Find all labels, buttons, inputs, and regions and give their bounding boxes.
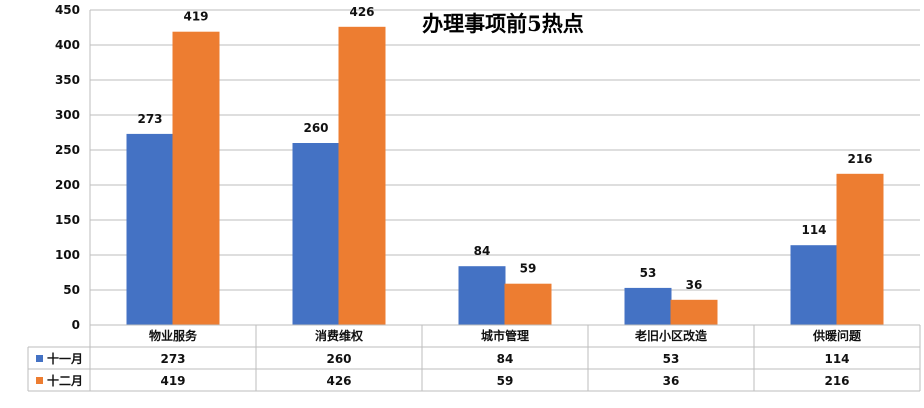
legend-label: 十一月	[47, 351, 83, 366]
data-label: 216	[847, 152, 872, 166]
x-tick-label: 老旧小区改造	[635, 328, 708, 343]
data-label: 53	[640, 266, 657, 280]
table-cell: 59	[497, 374, 514, 388]
y-tick-label: 50	[63, 283, 80, 297]
table-cell: 419	[160, 374, 185, 388]
data-label: 114	[801, 223, 826, 237]
bar-1-4	[624, 287, 672, 325]
data-label: 59	[520, 262, 537, 276]
chart-title: 办理事项前5热点	[422, 11, 584, 36]
table-cell: 426	[326, 374, 351, 388]
table-cell: 260	[326, 352, 351, 366]
bar-1-1	[126, 133, 174, 325]
data-label: 260	[303, 121, 328, 135]
y-tick-label: 350	[55, 73, 80, 87]
data-label: 426	[349, 5, 374, 19]
table-cell: 273	[160, 352, 185, 366]
table-cell: 36	[663, 374, 680, 388]
table-cell: 114	[824, 352, 849, 366]
bar-2-2	[338, 26, 386, 326]
legend-swatch-2	[36, 377, 43, 384]
x-tick-label: 物业服务	[149, 328, 198, 343]
legend-label: 十二月	[47, 373, 83, 388]
y-tick-label: 0	[72, 318, 80, 332]
y-tick-label: 200	[55, 178, 80, 192]
bar-1-2	[292, 143, 340, 325]
table-cell: 84	[497, 352, 514, 366]
y-tick-label: 400	[55, 38, 80, 52]
y-tick-label: 100	[55, 248, 80, 262]
y-tick-label: 250	[55, 143, 80, 157]
bar-2-5	[836, 173, 884, 325]
table-cell: 53	[663, 352, 680, 366]
bar-2-1	[172, 31, 220, 325]
x-tick-label: 消费维权	[315, 328, 364, 343]
data-label: 273	[137, 112, 162, 126]
legend-swatch-1	[36, 355, 43, 362]
bar-1-3	[458, 266, 506, 325]
y-tick-label: 450	[55, 3, 80, 17]
bar-2-4	[670, 299, 718, 325]
table-cell: 216	[824, 374, 849, 388]
data-label: 419	[183, 10, 208, 24]
x-tick-label: 城市管理	[481, 328, 529, 343]
y-tick-label: 150	[55, 213, 80, 227]
data-label: 84	[474, 244, 491, 258]
bar-1-5	[790, 245, 838, 325]
data-label: 36	[686, 278, 703, 292]
y-tick-label: 300	[55, 108, 80, 122]
bar-2-3	[504, 283, 552, 325]
x-tick-label: 供暖问题	[812, 328, 862, 343]
